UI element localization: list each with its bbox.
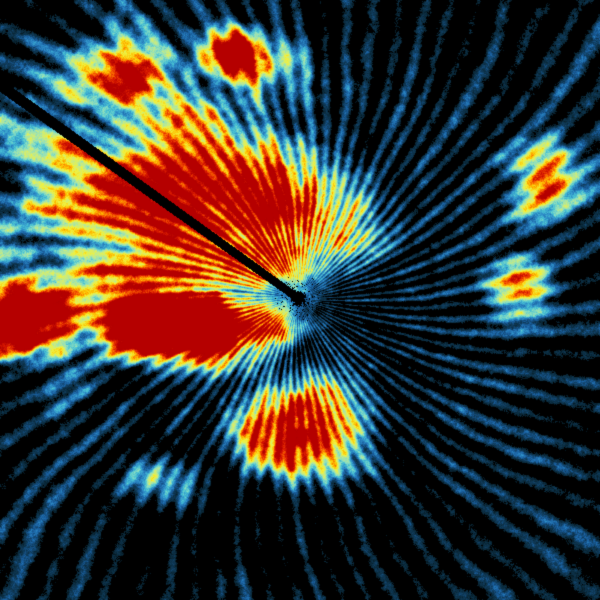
radar-reflectivity-heatmap [0, 0, 600, 600]
radar-image-view [0, 0, 600, 600]
